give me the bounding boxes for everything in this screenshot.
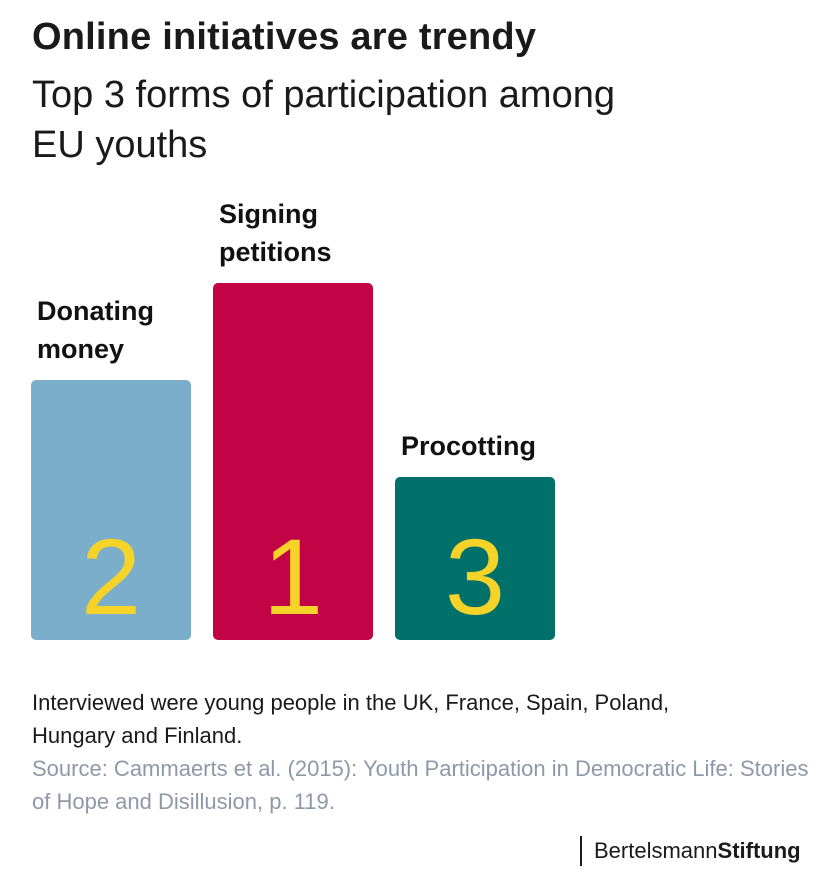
rank-value-label: 1 xyxy=(263,516,323,637)
source-note: Source: Cammaerts et al. (2015): Youth P… xyxy=(32,756,809,814)
category-label: petitions xyxy=(219,237,332,267)
bar-chart: 2 Donating money 1 Signing petitions 3 Procotti… xyxy=(31,199,555,640)
chart-subtitle: Top 3 forms of participation among EU yo… xyxy=(32,74,615,166)
category-label: money xyxy=(37,334,124,364)
rank-value-label: 2 xyxy=(81,516,141,637)
chart-title: Online initiatives are trendy xyxy=(32,16,537,58)
logo-regular-text: Bertelsmann xyxy=(594,838,718,863)
interview-note: Interviewed were young people in the UK,… xyxy=(32,690,670,748)
bar-3 xyxy=(395,477,555,640)
bar-1 xyxy=(31,380,191,640)
category-label: Procotting xyxy=(401,431,536,461)
category-label: Signing xyxy=(219,199,318,229)
bertelsmann-stiftung-logo: BertelsmannStiftung xyxy=(580,836,801,866)
bar-2 xyxy=(213,283,373,640)
category-label: Donating xyxy=(37,296,154,326)
logo-bold-text: Stiftung xyxy=(717,838,801,863)
rank-value-label: 3 xyxy=(445,516,505,637)
